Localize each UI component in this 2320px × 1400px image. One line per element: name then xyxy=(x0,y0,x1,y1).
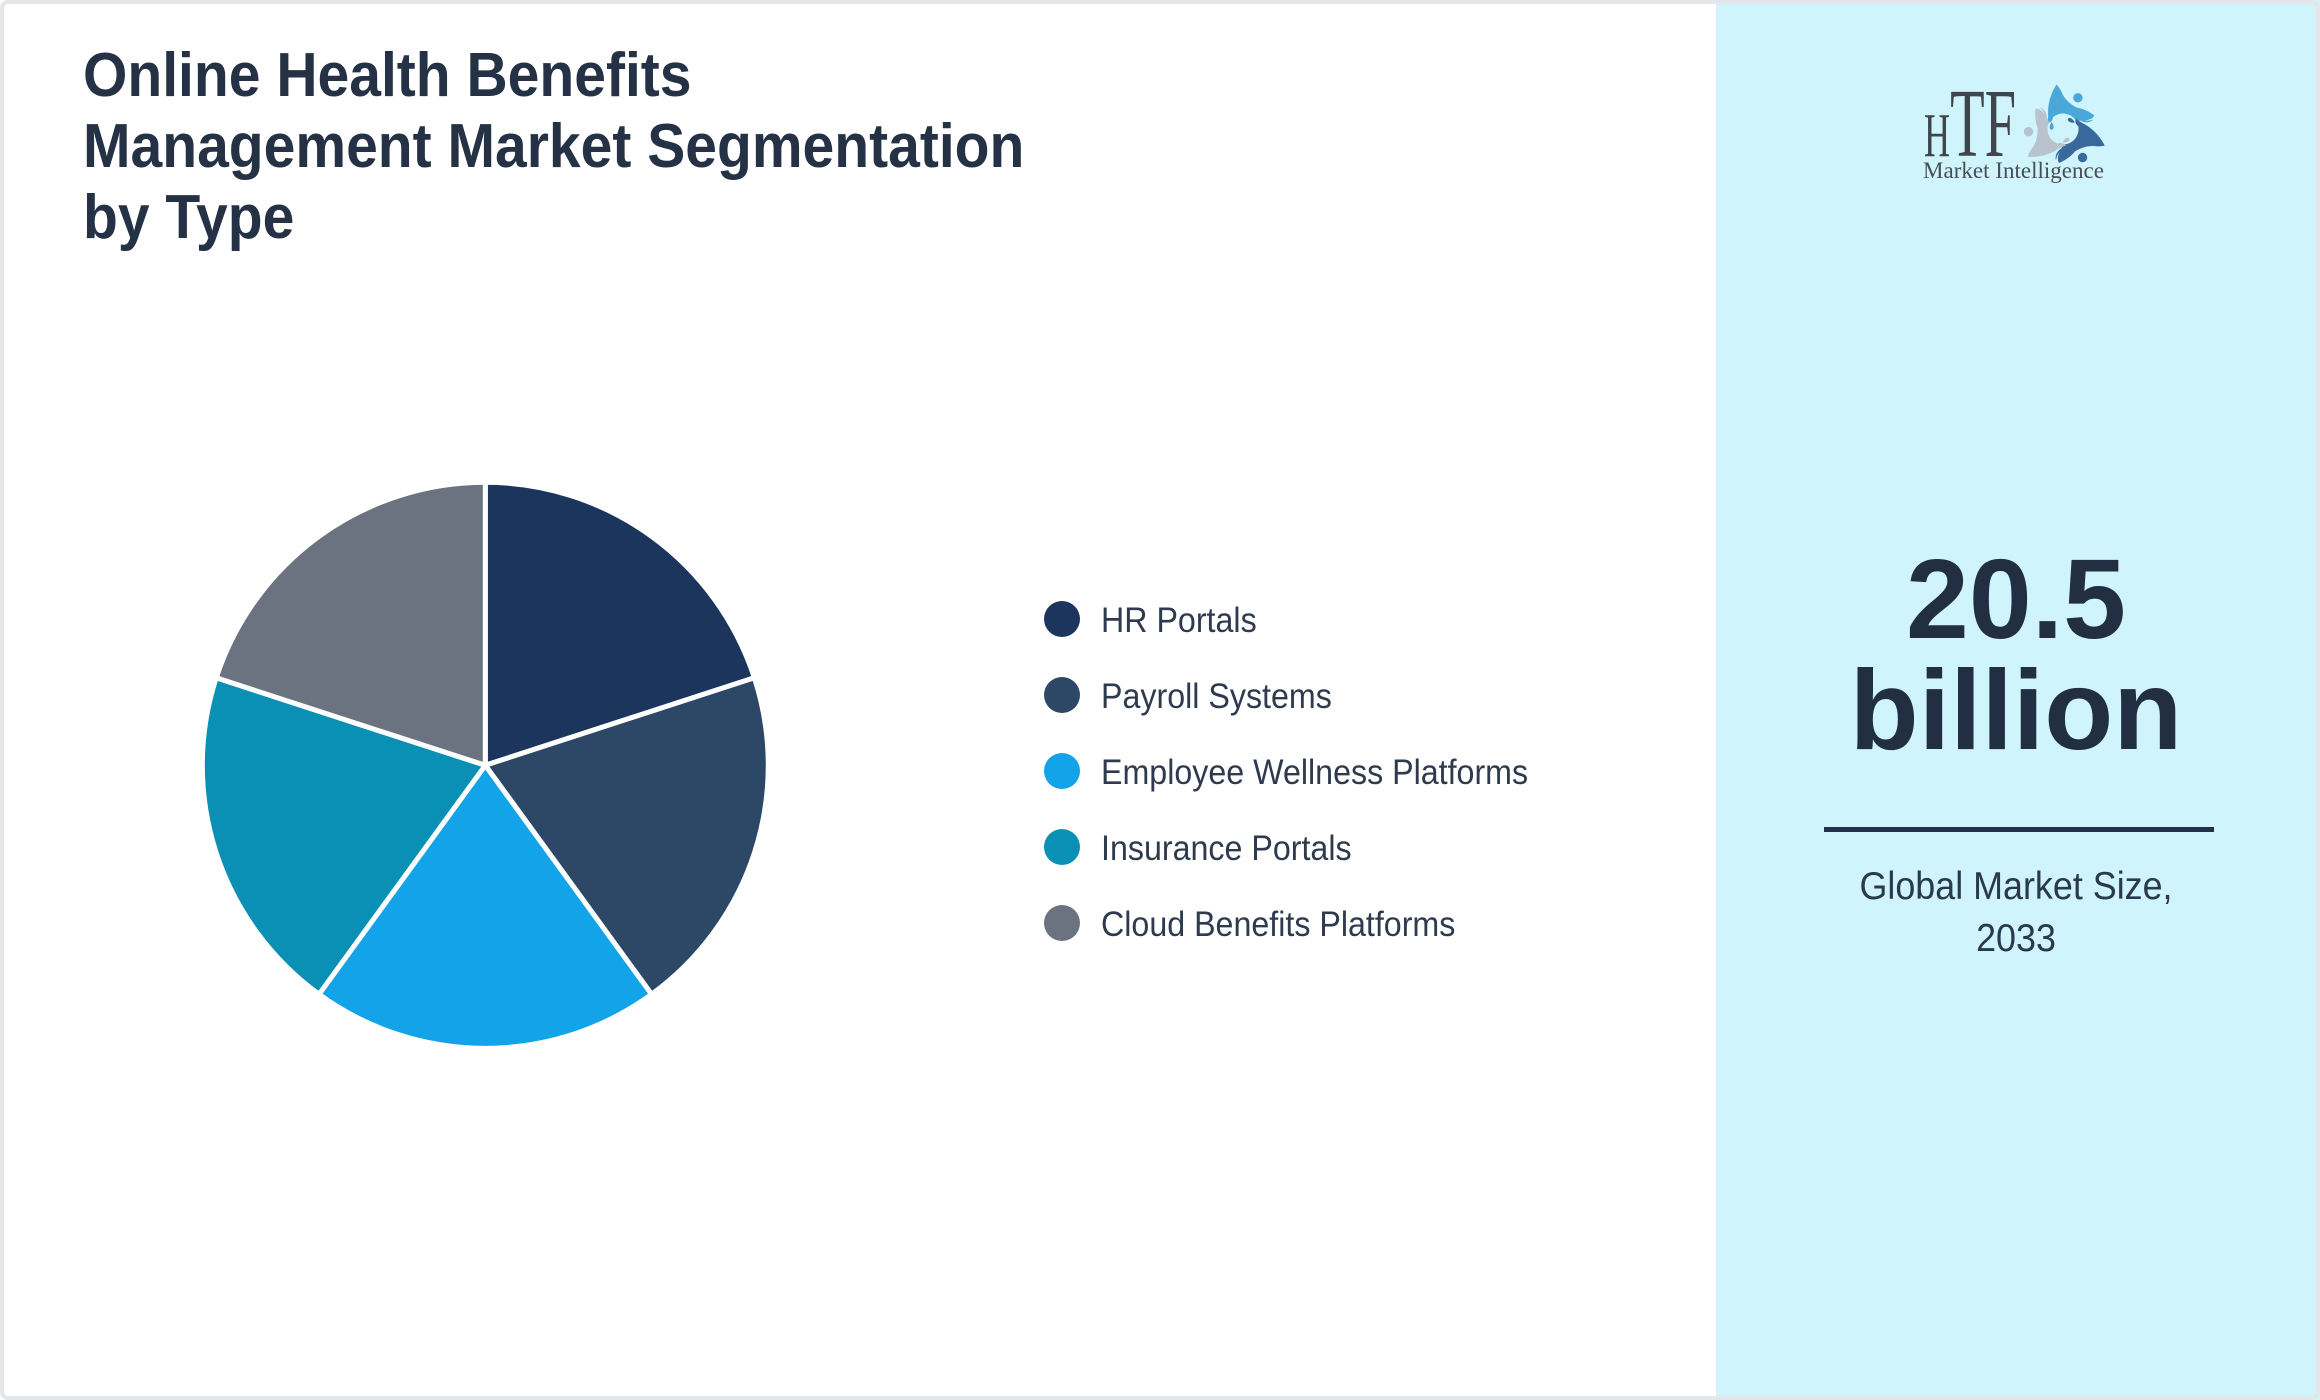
svg-text:HTF: HTF xyxy=(1924,76,2016,177)
svg-text:Market Intelligence: Market Intelligence xyxy=(1923,158,2104,183)
